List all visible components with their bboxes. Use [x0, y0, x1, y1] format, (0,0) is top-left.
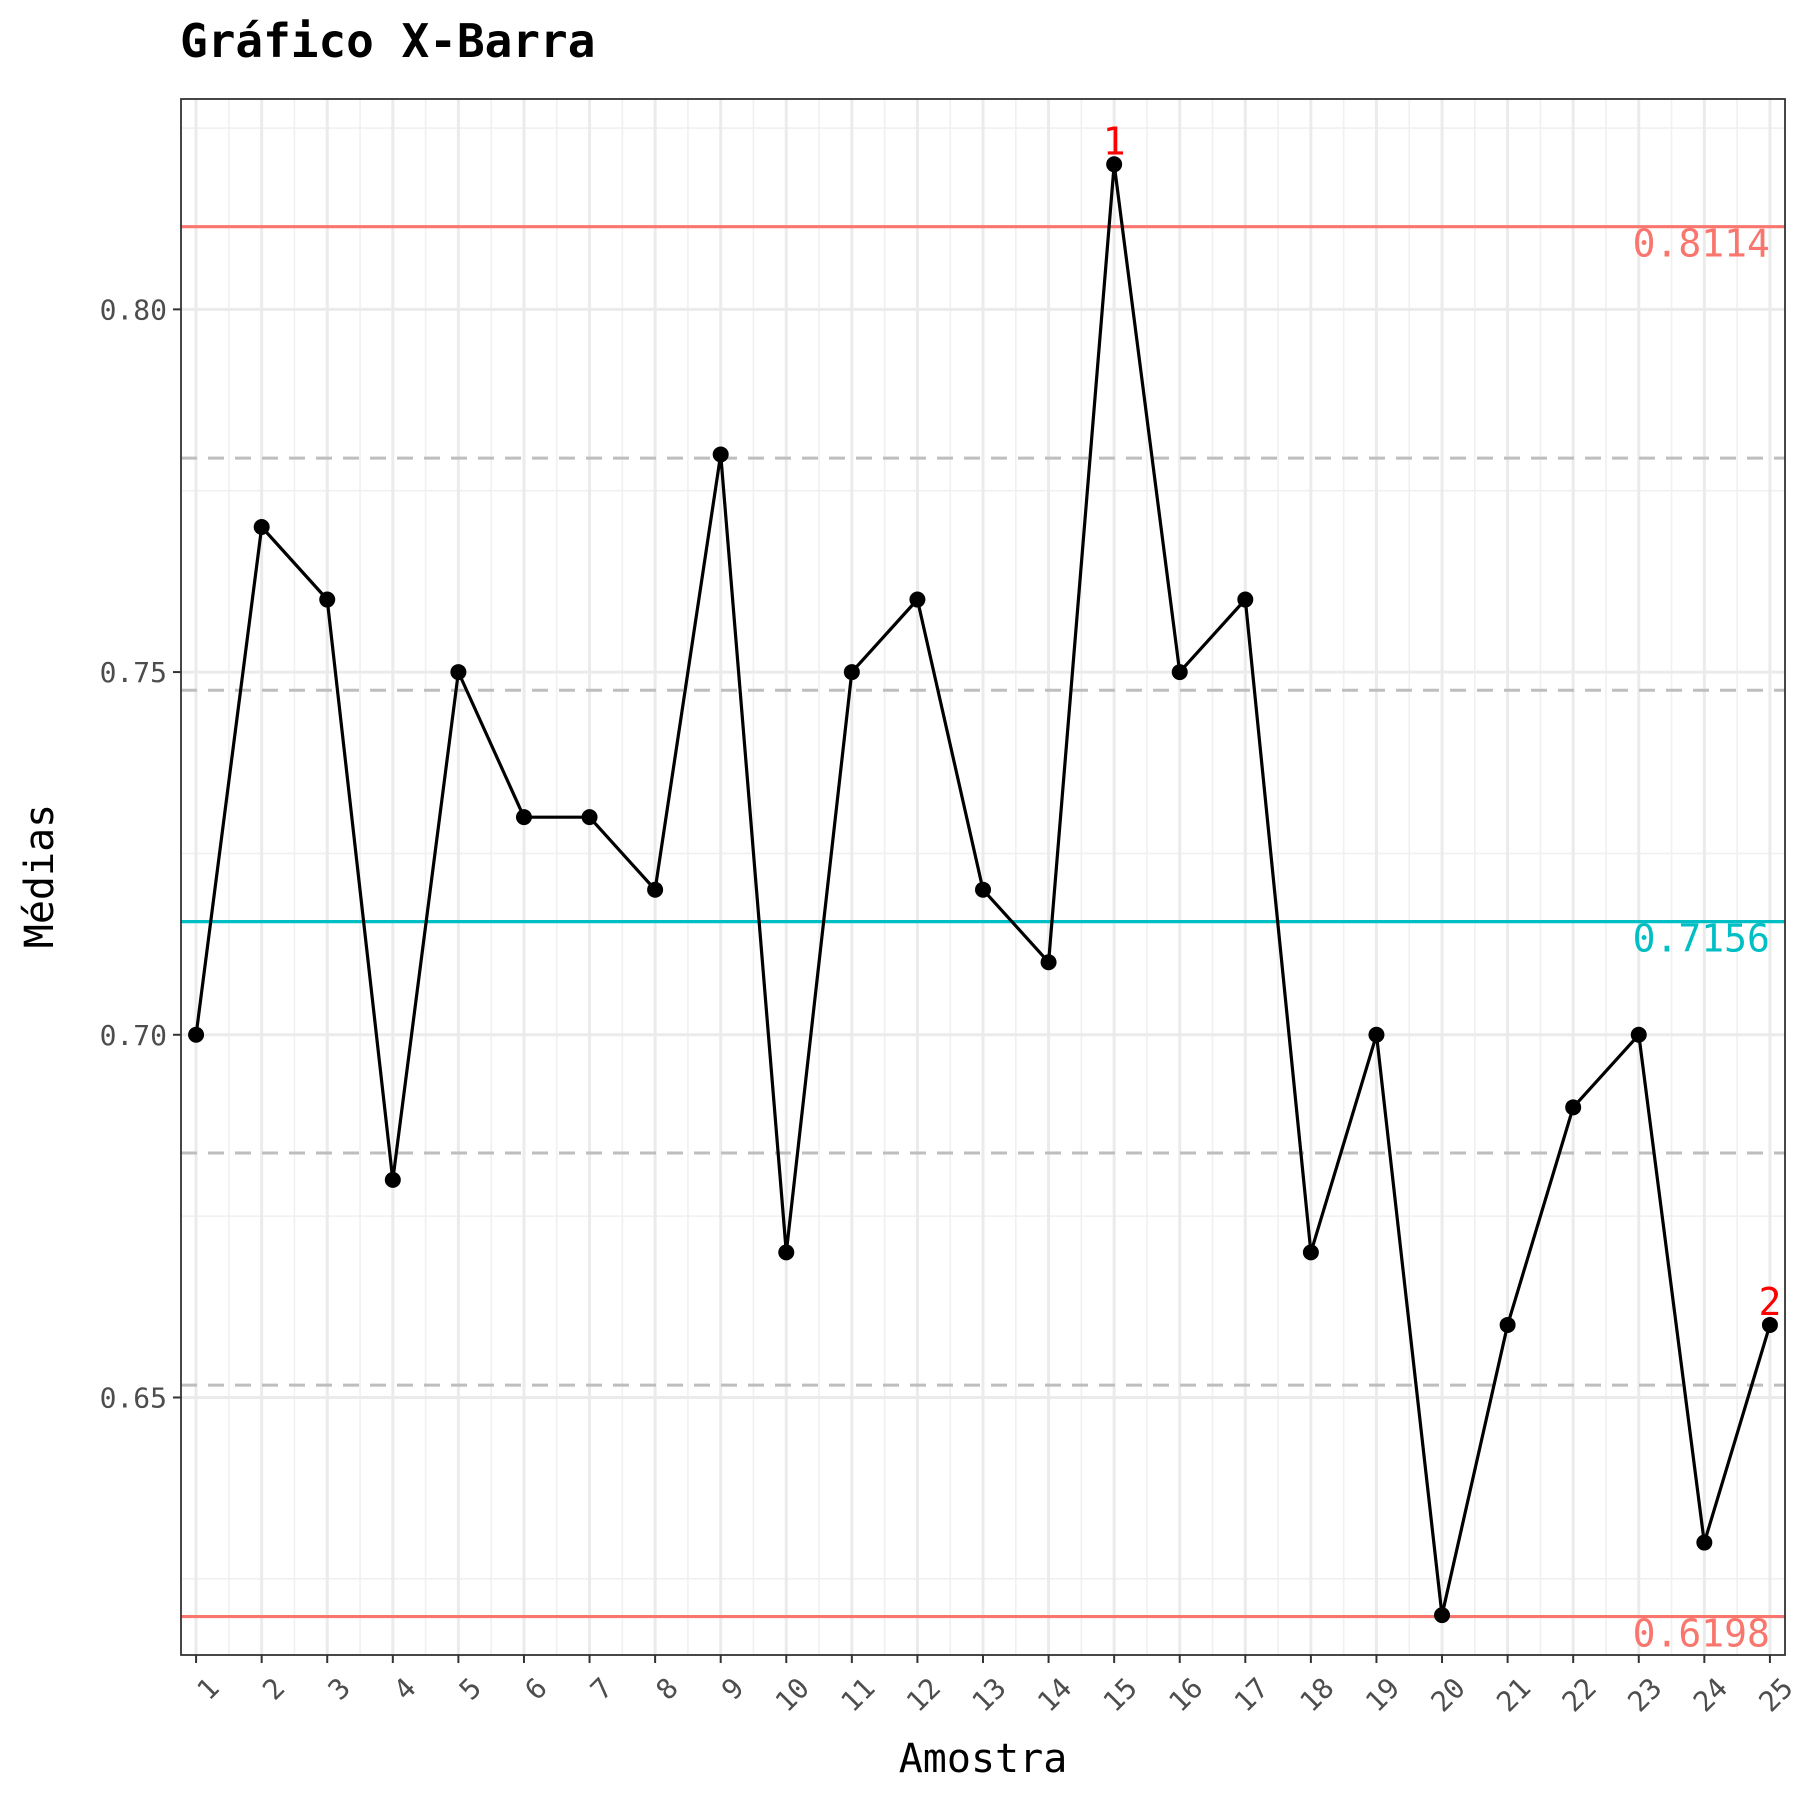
data-point: [1106, 156, 1123, 173]
data-point: [1368, 1026, 1385, 1043]
x-tick-label: 3: [322, 1671, 357, 1706]
data-point: [1237, 591, 1254, 608]
data-point: [1302, 1244, 1319, 1261]
data-point: [384, 1171, 401, 1188]
x-tick-label: 6: [518, 1671, 553, 1706]
y-tick-label: 0.80: [100, 293, 167, 326]
x-tick-label: 7: [584, 1671, 619, 1706]
x-tick-label: 11: [834, 1671, 881, 1718]
x-tick-label: 5: [453, 1671, 488, 1706]
data-point: [253, 518, 270, 535]
data-point: [975, 881, 991, 898]
x-tick-label: 2: [256, 1671, 291, 1706]
data-point: [909, 591, 926, 608]
x-tick-label: 10: [769, 1671, 816, 1718]
data-point: [1565, 1099, 1582, 1116]
data-point: [1040, 954, 1057, 971]
data-point: [1630, 1026, 1647, 1043]
control-limit-label: 0.7156: [1633, 917, 1770, 961]
data-point: [319, 591, 336, 608]
control-limit-label: 0.8114: [1633, 222, 1770, 266]
x-tick-label: 24: [1687, 1671, 1734, 1718]
y-tick-label: 0.75: [100, 656, 167, 689]
data-point: [1499, 1316, 1516, 1333]
data-point: [778, 1244, 795, 1261]
x-tick-label: 8: [650, 1671, 685, 1706]
data-point: [1171, 664, 1188, 681]
x-tick-label: 20: [1425, 1671, 1472, 1718]
x-tick-label: 16: [1162, 1671, 1209, 1718]
data-point: [1696, 1534, 1713, 1551]
x-tick-label: 15: [1097, 1671, 1144, 1718]
data-point: [712, 446, 729, 463]
x-tick-label: 18: [1293, 1671, 1340, 1718]
x-tick-label: 23: [1621, 1671, 1668, 1718]
chart-title: Gráfico X-Barra: [180, 14, 595, 68]
x-axis-title: Amostra: [899, 1736, 1068, 1782]
data-point: [188, 1026, 205, 1043]
x-tick-label: 25: [1752, 1671, 1799, 1718]
x-tick-label: 17: [1228, 1671, 1275, 1718]
x-tick-label: 4: [387, 1671, 422, 1706]
x-tick-label: 21: [1490, 1671, 1537, 1718]
x-tick-label: 9: [715, 1671, 750, 1706]
x-tick-label: 14: [1031, 1671, 1078, 1718]
data-point: [515, 809, 532, 826]
data-point: [647, 881, 664, 898]
violation-label: 2: [1758, 1280, 1781, 1324]
y-tick-label: 0.65: [100, 1381, 167, 1414]
x-tick-label: 1: [190, 1671, 225, 1706]
y-tick-label: 0.70: [100, 1019, 167, 1052]
x-tick-label: 12: [900, 1671, 947, 1718]
data-point: [843, 664, 860, 681]
data-point: [581, 809, 598, 826]
x-tick-label: 19: [1359, 1671, 1406, 1718]
y-axis-title: Médias: [17, 804, 63, 949]
data-point: [1761, 1316, 1778, 1333]
control-limit-label: 0.6198: [1633, 1612, 1770, 1656]
x-tick-label: 22: [1556, 1671, 1603, 1718]
data-point: [1434, 1607, 1451, 1624]
x-tick-label: 13: [965, 1671, 1012, 1718]
data-point: [450, 664, 467, 681]
violation-label: 1: [1103, 119, 1126, 163]
